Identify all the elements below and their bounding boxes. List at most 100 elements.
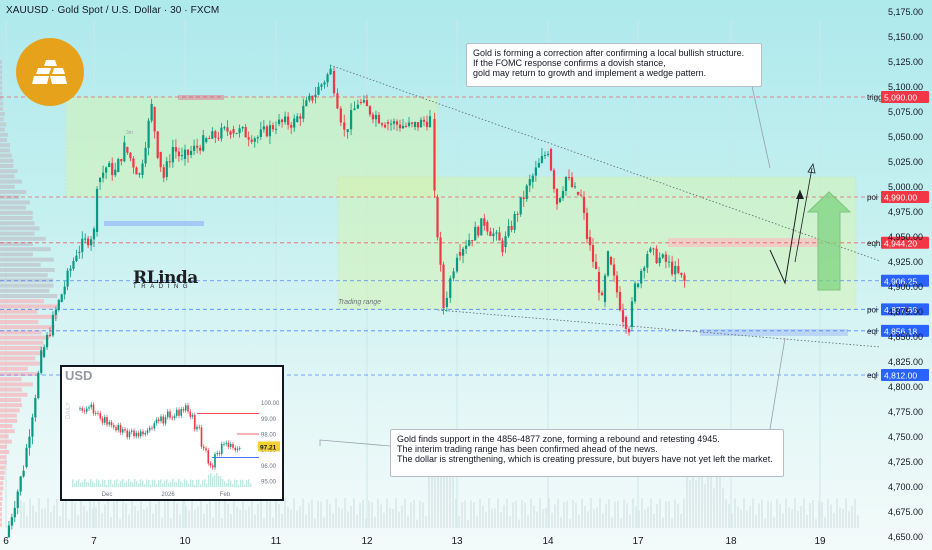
inset-volume-bar [118, 483, 120, 487]
volume-profile-bar [0, 91, 3, 96]
inset-candle-body [211, 465, 214, 468]
candle-body [543, 154, 547, 156]
volume-bar [200, 498, 202, 528]
volume-bar [320, 501, 322, 528]
level-price-tag[interactable] [881, 324, 929, 337]
volume-bar [227, 503, 229, 528]
symbol-header[interactable]: XAUUSD · Gold Spot / U.S. Dollar · 30 · … [6, 5, 220, 16]
candle-body [123, 142, 126, 162]
candle-body [336, 93, 339, 109]
volume-bar [395, 498, 397, 528]
y-tick-label: 4,725.00 [888, 457, 923, 467]
candle-body [108, 163, 111, 167]
note-top-pointer [749, 76, 771, 169]
level-price-tag[interactable] [881, 91, 929, 103]
volume-bar [41, 508, 43, 528]
y-tick-label: 4,650.00 [888, 532, 923, 542]
level-price-tag[interactable] [881, 274, 929, 287]
candle-body [643, 267, 646, 271]
candle-body [72, 261, 75, 269]
inset-volume-bar [82, 481, 84, 487]
candle-body [359, 102, 363, 103]
inset-plot: 100.0099.0098.0097.0096.0095.0097.21Dec2… [72, 401, 280, 498]
volume-bar [806, 514, 808, 528]
inset-volume-bar [96, 479, 98, 487]
candle-body [277, 119, 281, 124]
volume-bar [734, 498, 736, 528]
candle-body [156, 131, 159, 158]
level-label: poi [867, 193, 878, 202]
note-top[interactable]: Gold is forming a correction after confi… [466, 43, 762, 87]
candle-body [618, 292, 622, 311]
volume-bar [566, 500, 568, 528]
candle-body [489, 231, 492, 237]
volume-profile-bar [0, 502, 2, 506]
volume-bar [482, 505, 484, 528]
inset-volume-bar [174, 481, 176, 487]
volume-bar [677, 503, 679, 528]
volume-bar [542, 509, 544, 528]
volume-bar [335, 498, 337, 528]
level-price-text: 4,944.20 [884, 238, 917, 248]
level-price-tag[interactable] [881, 369, 929, 381]
volume-profile-bar [0, 314, 59, 319]
x-tick-label: 6 [3, 536, 9, 547]
level-price-tag[interactable] [881, 303, 929, 316]
inset-candle-body [220, 443, 223, 455]
volume-bar [86, 511, 88, 528]
volume-bar [236, 506, 238, 528]
candle-body [561, 191, 565, 199]
volume-bar [488, 498, 490, 528]
volume-profile-bar [0, 335, 50, 340]
volume-bar [44, 508, 46, 528]
candle-body [419, 119, 423, 128]
volume-bar [761, 499, 763, 528]
inset-candle-body [189, 411, 192, 417]
volume-bar [374, 516, 376, 528]
volume-bar [455, 498, 457, 528]
candle-body [436, 197, 439, 238]
inset-volume-bar [122, 479, 124, 487]
volume-profile-bar [0, 361, 42, 366]
candle-body [43, 347, 46, 357]
volume-bar [74, 502, 76, 528]
volume-bar [647, 507, 649, 528]
candle-body [13, 507, 16, 518]
volume-profile-bar [0, 486, 4, 491]
inset-candle-body [137, 433, 140, 437]
inset-volume-bar [134, 479, 136, 487]
volume-bar [161, 517, 163, 528]
candle-body [477, 226, 480, 236]
candle-body [311, 95, 314, 101]
y-tick-label: 4,925.00 [888, 257, 923, 267]
volume-bar [347, 511, 349, 528]
volume-bar [71, 500, 73, 528]
note-bottom[interactable]: Gold finds support in the 4856-4877 zone… [390, 429, 784, 477]
volume-bar [68, 519, 70, 528]
inset-volume-bar [162, 483, 164, 487]
level-price-tag[interactable] [881, 191, 929, 203]
candle-body [531, 175, 534, 182]
candle-body [87, 238, 90, 246]
inset-y-tick: 100.00 [261, 401, 280, 407]
volume-bar [638, 510, 640, 528]
volume-bar [248, 506, 250, 528]
volume-bar [494, 508, 496, 528]
volume-bar [422, 502, 424, 528]
candle-body [238, 128, 241, 134]
volume-bar [29, 498, 31, 528]
volume-profile-bar [0, 247, 51, 252]
candle-body [159, 152, 162, 168]
level-price-tag[interactable] [881, 236, 929, 249]
candle-body [564, 176, 568, 192]
volume-bar [95, 507, 97, 528]
inset-volume-bar [110, 479, 112, 487]
candle-body [612, 264, 616, 276]
inset-volume-bar [190, 479, 192, 487]
volume-bar [662, 517, 664, 528]
usd-inset-chart[interactable]: 100.0099.0098.0097.0096.0095.0097.21Dec2… [60, 365, 284, 501]
inset-candle-body [119, 425, 122, 433]
level-price-text: 4,906.25 [884, 276, 917, 286]
